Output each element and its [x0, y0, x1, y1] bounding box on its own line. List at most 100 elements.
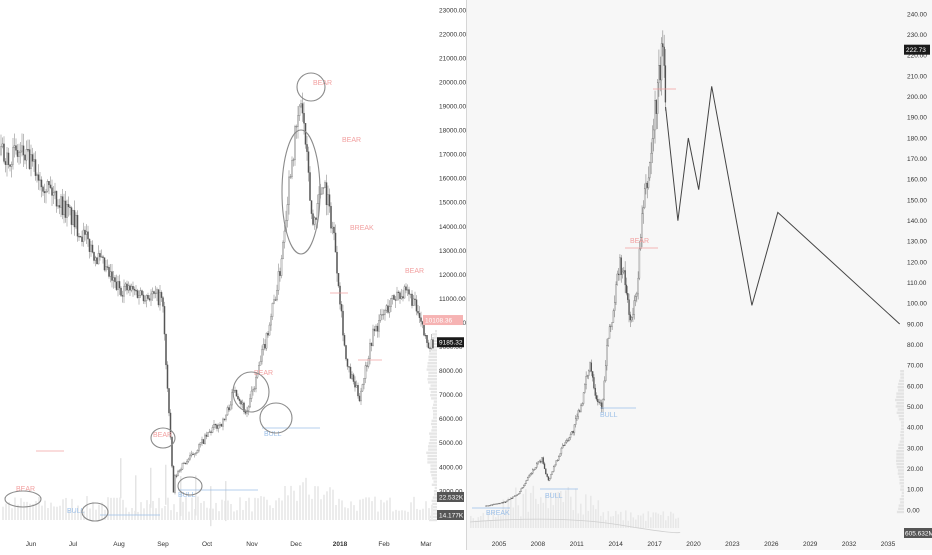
left-volume-bar — [395, 509, 397, 520]
left-volume-profile-bar — [433, 403, 437, 406]
right-volume-profile-bar — [896, 402, 904, 405]
left-volume-bar — [158, 497, 160, 520]
left-volume-bar — [221, 499, 223, 520]
left-volume-bar — [299, 485, 301, 520]
left-volume-spike — [165, 464, 167, 505]
left-volume-spike — [225, 481, 227, 522]
left-candle-body — [136, 290, 139, 298]
left-candle-body — [379, 314, 382, 321]
right-volume-bar — [477, 517, 480, 528]
left-candle-body — [124, 283, 127, 287]
left-volume-profile-bar — [430, 464, 437, 467]
left-candle-body — [76, 214, 79, 237]
left-candle-body — [127, 285, 130, 291]
left-candle-body — [360, 390, 362, 402]
right-x-tick-label: 2032 — [842, 541, 857, 548]
right-candle-body — [576, 415, 578, 419]
right-volume-profile-bar — [898, 507, 904, 510]
left-candle-body — [175, 475, 178, 477]
left-candle-body — [31, 154, 34, 162]
left-candle-body — [271, 302, 274, 317]
right-volume-bar — [677, 517, 680, 528]
left-candle-body — [324, 182, 326, 188]
left-volume-bar — [41, 505, 43, 520]
left-volume-bar — [428, 508, 430, 520]
right-x-tick-label: 2014 — [608, 541, 623, 548]
left-candle-body — [348, 366, 350, 368]
left-volume-bar — [119, 497, 121, 520]
left-volume-bar — [5, 503, 7, 520]
left-candle-body — [27, 149, 29, 151]
left-candle-body — [355, 385, 358, 388]
left-volume-spike — [180, 476, 182, 517]
left-candle-body — [366, 365, 368, 367]
left-volume-bar — [113, 497, 115, 520]
left-candle-body — [171, 436, 173, 467]
right-volume-bar — [560, 491, 562, 528]
left-volume-profile-bar — [429, 432, 437, 435]
left-panel-bg — [0, 0, 466, 550]
left-candle-body — [90, 244, 92, 252]
left-volume-spike — [210, 486, 212, 527]
left-volume-bar — [362, 498, 364, 520]
left-candle-body — [426, 335, 428, 343]
left-volume-bar — [320, 499, 322, 520]
right-volume-profile-bar — [899, 418, 904, 421]
left-candle-body — [55, 190, 58, 207]
left-volume-profile-bar — [427, 461, 437, 464]
left-volume-profile-bar — [427, 381, 437, 384]
left-candle-body — [228, 407, 230, 411]
right-volume-bar — [547, 508, 550, 528]
right-y-tick-label: 240.00 — [907, 11, 927, 18]
left-y-tick-label: 20000.00 — [439, 79, 466, 86]
projection-path — [665, 86, 901, 325]
left-volume-bar — [14, 497, 16, 520]
left-volume-profile-bar — [431, 397, 437, 400]
left-candle-body — [333, 226, 335, 234]
left-candle-body — [367, 358, 370, 367]
left-candle-body — [316, 203, 319, 220]
right-candle-body — [598, 401, 600, 403]
left-volume-profile-bar — [429, 435, 437, 438]
right-volume-profile-bar — [896, 392, 904, 395]
left-candle-body — [102, 256, 104, 258]
left-candle-body — [388, 306, 391, 313]
left-volume-bar — [122, 499, 124, 520]
left-volume-bar — [2, 506, 4, 520]
left-candle-body — [309, 172, 311, 201]
left-candle-body — [150, 293, 152, 301]
left-candle-body — [312, 213, 314, 225]
right-candle-body — [487, 505, 490, 507]
right-candle-body — [654, 100, 656, 131]
right-candle-body — [495, 503, 498, 505]
left-candle-body — [297, 115, 299, 127]
right-volume-bar — [645, 520, 647, 528]
right-candle-body — [558, 456, 560, 461]
right-volume-bar — [650, 517, 652, 528]
right-candle-body — [559, 453, 561, 457]
left-candle-body — [148, 298, 151, 301]
right-candle-body — [550, 474, 552, 479]
right-candle-body — [638, 248, 641, 279]
left-volume-profile-bar — [430, 512, 437, 515]
left-candle-body — [22, 145, 25, 156]
left-candle-body — [208, 431, 211, 433]
right-candle-body — [582, 392, 585, 404]
left-volume-bar — [374, 496, 376, 520]
left-volume-bar — [386, 500, 388, 520]
left-candle-body — [249, 398, 251, 408]
left-x-tick-label: 2018 — [333, 541, 348, 548]
left-candle-body — [172, 466, 175, 493]
right-candle-body — [658, 65, 660, 83]
right-y-tick-label: 140.00 — [907, 218, 927, 225]
left-candle-body — [300, 103, 302, 107]
left-volume-bar — [335, 505, 337, 520]
left-candle-body — [52, 192, 55, 196]
right-volume-bar — [620, 511, 622, 528]
right-volume-bar — [495, 517, 497, 528]
left-volume-bar — [170, 510, 172, 520]
left-candle-body — [376, 325, 379, 332]
right-x-tick-label: 2020 — [686, 541, 701, 548]
left-candle-body — [399, 292, 401, 299]
